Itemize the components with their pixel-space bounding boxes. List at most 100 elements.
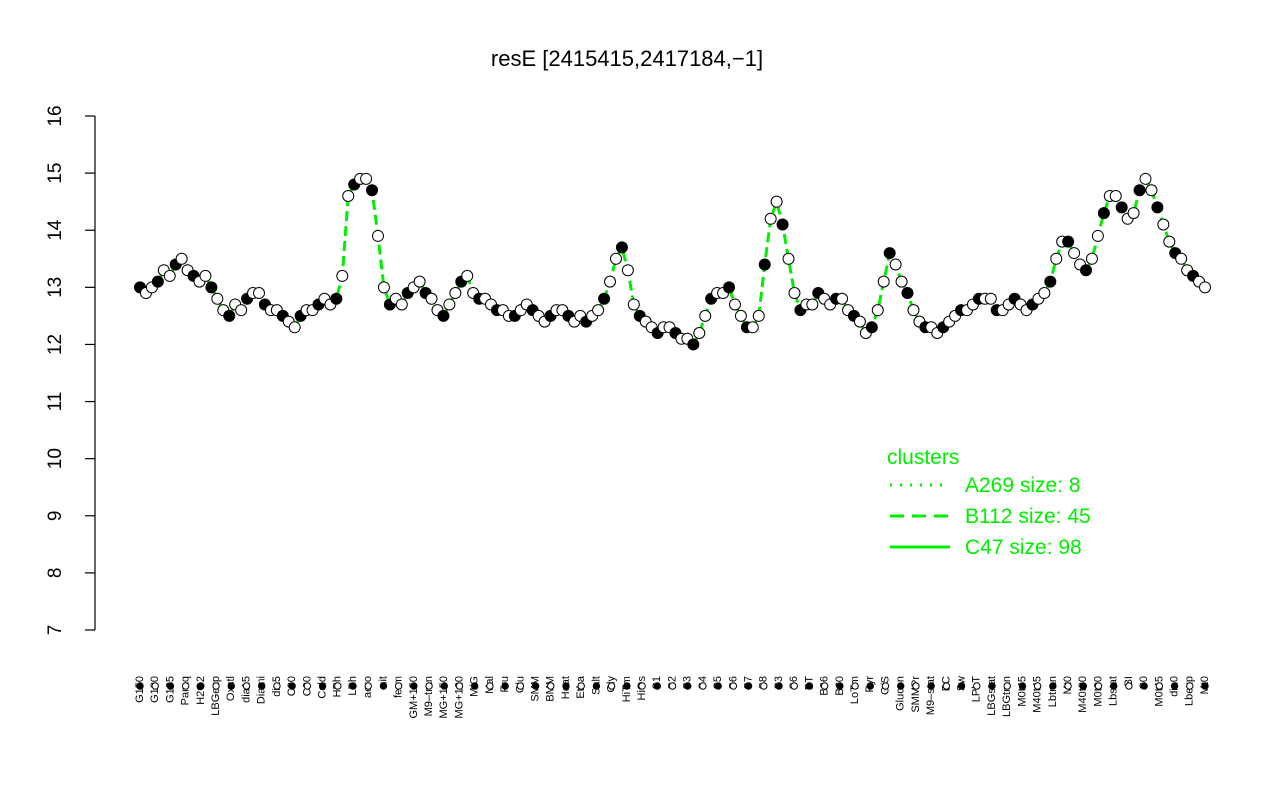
data-point bbox=[1133, 184, 1146, 197]
data-point bbox=[615, 241, 628, 254]
x-marker bbox=[379, 682, 388, 690]
data-point bbox=[865, 321, 878, 334]
data-point bbox=[371, 229, 384, 242]
data-point bbox=[907, 304, 920, 317]
x-marker bbox=[1018, 682, 1027, 690]
data-point bbox=[1068, 247, 1081, 260]
x-marker bbox=[836, 682, 844, 690]
x-marker bbox=[805, 682, 814, 690]
x-marker bbox=[820, 682, 829, 690]
data-point bbox=[687, 338, 700, 351]
data-point bbox=[1080, 264, 1093, 277]
data-point bbox=[437, 309, 450, 322]
x-tick-label: SMMPr bbox=[910, 676, 922, 713]
x-marker bbox=[668, 682, 677, 690]
data-point bbox=[752, 309, 765, 322]
x-marker bbox=[166, 682, 175, 690]
y-tick-label: 16 bbox=[45, 105, 66, 126]
data-point bbox=[1199, 281, 1211, 294]
data-point bbox=[211, 292, 224, 305]
x-marker bbox=[562, 682, 570, 690]
legend-label-2: C47 size: 98 bbox=[965, 536, 1082, 559]
x-tick-label: Lbtran bbox=[1047, 676, 1059, 707]
x-marker bbox=[973, 682, 981, 690]
x-marker bbox=[288, 682, 296, 690]
data-point bbox=[770, 195, 783, 208]
data-point bbox=[449, 287, 462, 300]
data-point bbox=[764, 212, 777, 225]
data-point bbox=[1050, 252, 1063, 265]
x-marker bbox=[410, 682, 418, 690]
x-tick-label: M0t90 bbox=[1092, 676, 1104, 707]
x-marker bbox=[364, 682, 372, 690]
data-point bbox=[758, 258, 771, 271]
x-marker bbox=[592, 682, 601, 690]
y-tick-label: 15 bbox=[45, 163, 66, 184]
x-axis-ticks: G150G180G135ParaqH2O2LBGexpOxctldia15Dia… bbox=[134, 675, 1211, 718]
x-tick-label: M9–tran bbox=[423, 676, 435, 716]
x-marker bbox=[531, 682, 540, 690]
x-marker bbox=[1079, 682, 1087, 690]
x-marker bbox=[242, 682, 251, 690]
x-marker bbox=[1140, 682, 1148, 690]
y-tick-label: 14 bbox=[45, 219, 66, 241]
data-point bbox=[788, 287, 801, 300]
data-point bbox=[377, 281, 390, 294]
x-marker bbox=[318, 682, 327, 690]
x-marker bbox=[942, 682, 951, 690]
x-marker bbox=[1201, 682, 1209, 690]
x-marker bbox=[927, 682, 935, 690]
data-point bbox=[366, 184, 379, 197]
data-point bbox=[1085, 252, 1098, 265]
y-tick-label: 12 bbox=[45, 334, 66, 355]
x-marker bbox=[501, 682, 509, 690]
data-point bbox=[782, 252, 795, 265]
data-point bbox=[723, 281, 736, 294]
legend: clusters A269 size: 8 B112 size: 45 C47 si… bbox=[887, 446, 1091, 559]
x-marker bbox=[303, 682, 312, 690]
x-tick-label: M40t90 bbox=[1077, 676, 1089, 713]
x-marker bbox=[729, 682, 738, 690]
data-point bbox=[235, 304, 248, 317]
data-point bbox=[877, 275, 890, 288]
x-tick-label: M40t45 bbox=[1032, 676, 1044, 713]
x-marker bbox=[699, 682, 707, 690]
x-tick-label: M0t45 bbox=[1153, 676, 1165, 707]
data-point bbox=[288, 321, 301, 334]
data-point bbox=[604, 275, 617, 288]
data-point bbox=[443, 298, 456, 311]
legend-label-0: A269 size: 8 bbox=[965, 474, 1081, 497]
x-marker bbox=[957, 682, 966, 690]
x-marker bbox=[684, 682, 692, 690]
data-point bbox=[1091, 229, 1104, 242]
data-point bbox=[1044, 275, 1057, 288]
x-tick-label: M0t45 bbox=[1016, 676, 1028, 707]
data-point bbox=[1145, 184, 1158, 197]
data-point bbox=[889, 258, 902, 271]
x-marker bbox=[455, 682, 464, 690]
x-marker bbox=[273, 682, 281, 690]
data-point bbox=[205, 281, 218, 294]
x-marker bbox=[1155, 682, 1164, 690]
y-tick-label: 9 bbox=[45, 510, 66, 521]
x-marker bbox=[577, 682, 585, 690]
data-point bbox=[199, 269, 212, 282]
data-point bbox=[598, 292, 611, 305]
data-point bbox=[413, 275, 426, 288]
x-tick-label: LBGtran bbox=[1001, 676, 1013, 717]
x-marker bbox=[851, 682, 859, 690]
x-marker bbox=[471, 682, 479, 690]
data-point bbox=[252, 287, 265, 300]
x-tick-label: H2O2 bbox=[195, 676, 207, 705]
data-point bbox=[699, 309, 712, 322]
data-point bbox=[621, 264, 634, 277]
x-marker bbox=[744, 682, 753, 690]
x-marker bbox=[653, 682, 661, 690]
x-tick-label: LBGstat bbox=[986, 676, 998, 716]
data-point bbox=[895, 275, 908, 288]
data-point bbox=[163, 269, 176, 282]
data-point bbox=[627, 298, 640, 311]
x-marker bbox=[775, 682, 783, 690]
x-tick-label: LoTm bbox=[849, 676, 861, 704]
